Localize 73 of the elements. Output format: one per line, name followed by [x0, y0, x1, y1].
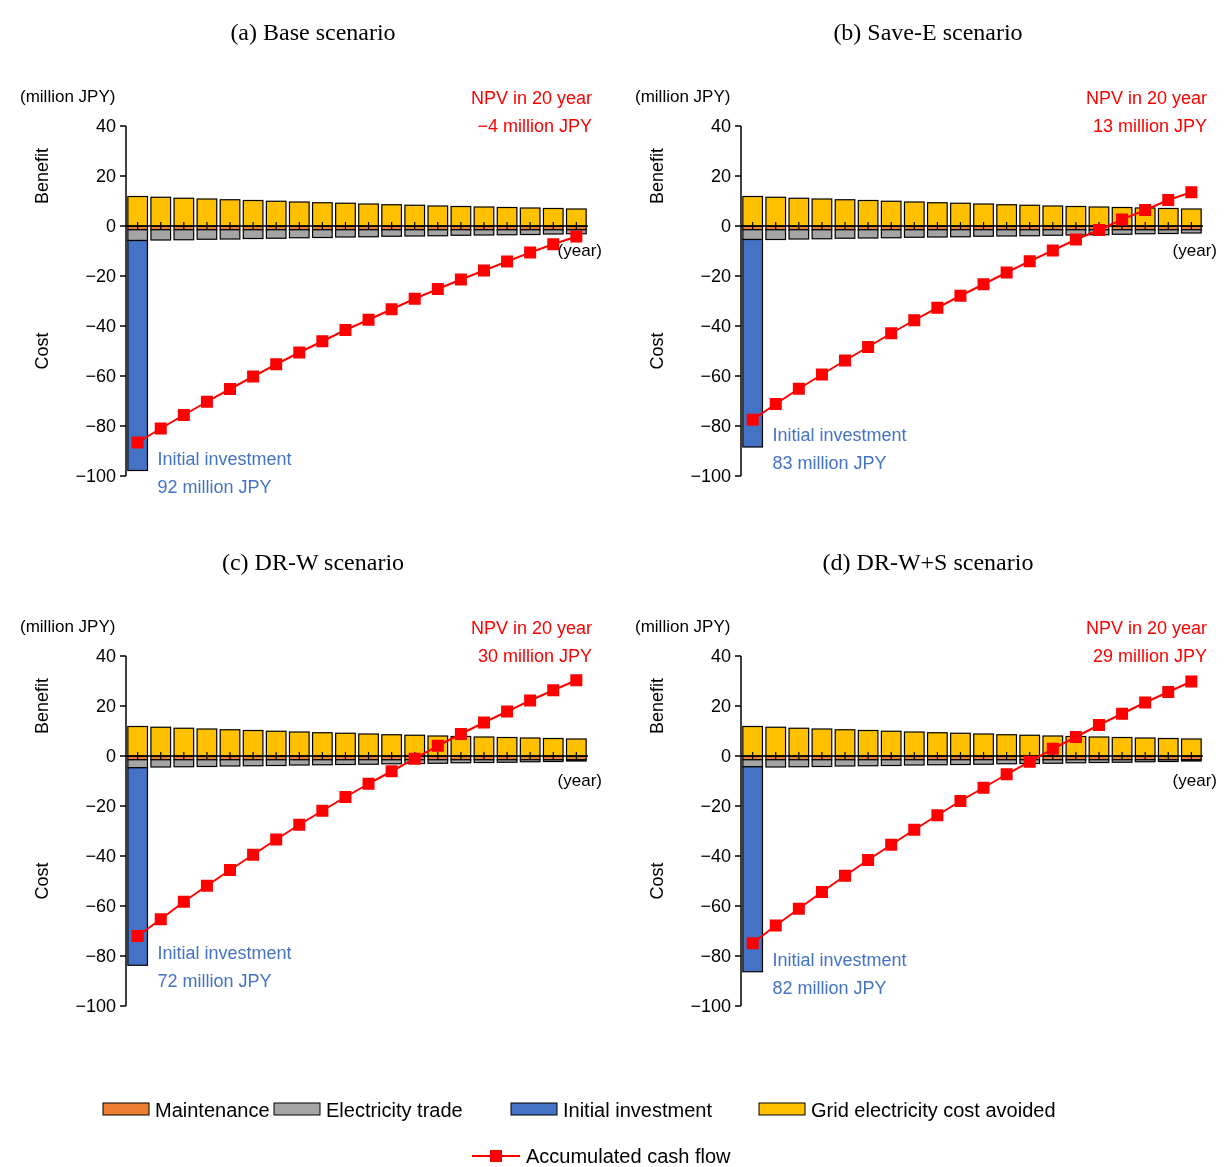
x-axis-title: (year)	[557, 241, 602, 260]
y-tick-label: −40	[700, 846, 731, 867]
y-tick-label: −20	[85, 266, 116, 287]
annotation: Initial investment	[157, 943, 292, 964]
y-tick-label: 20	[710, 166, 731, 187]
y-tick-label: −100	[690, 466, 731, 487]
legend-label: Accumulated cash flow	[526, 1145, 732, 1167]
text: Benefit	[32, 677, 52, 735]
x-axis-title: (year)	[1172, 241, 1217, 260]
chart-title: (c) DR-W scenario	[221, 549, 405, 575]
y-axis-title: (million JPY)	[20, 87, 116, 106]
chart-title: (d) DR-W+S scenario	[822, 549, 1034, 575]
annotation: Initial investment	[157, 448, 292, 469]
annotation: 13 million JPY	[1092, 116, 1207, 136]
y-tick-label: 40	[95, 646, 116, 667]
y-tick-label: −20	[700, 266, 731, 287]
y-tick-label: −20	[700, 796, 731, 817]
annotation: 29 million JPY	[1092, 646, 1207, 666]
y-tick-label: −80	[85, 416, 116, 437]
y-tick-label: 0	[720, 216, 731, 237]
y-axis-title: (million JPY)	[635, 617, 731, 636]
x-axis-title: (year)	[1172, 771, 1217, 790]
y-tick-label: −20	[85, 796, 116, 817]
text: NPV in 20 year	[470, 618, 592, 638]
annotation: 30 million JPY	[477, 646, 592, 666]
annotation: −4 million JPY	[477, 116, 592, 136]
text: 92 million JPY	[157, 476, 272, 497]
annotation: 82 million JPY	[772, 977, 887, 998]
text: Benefit	[647, 677, 667, 735]
legend-label: Electricity trade	[326, 1099, 463, 1121]
legend-label: Grid electricity cost avoided	[811, 1099, 1056, 1121]
y-tick-label: −80	[700, 946, 731, 967]
y-tick-label: −100	[690, 996, 731, 1017]
y-tick-label: 20	[95, 166, 116, 187]
chart-title: (b) Save-E scenario	[833, 19, 1023, 45]
y-tick-label: −80	[700, 416, 731, 437]
text: Benefit	[32, 147, 52, 205]
chart-title: (a) Base scenario	[230, 19, 396, 45]
text: Cost	[647, 332, 667, 370]
legend-label: Initial investment	[563, 1099, 713, 1121]
y-tick-label: 20	[95, 696, 116, 717]
y-axis-title: (million JPY)	[635, 87, 731, 106]
y-tick-label: 0	[720, 746, 731, 767]
y-tick-label: 40	[95, 116, 116, 137]
y-tick-label: 40	[710, 116, 731, 137]
text: Benefit	[647, 147, 667, 205]
y-tick-label: −100	[75, 996, 116, 1017]
y-tick-label: 0	[105, 216, 116, 237]
y-tick-label: −40	[85, 316, 116, 337]
y-tick-label: −80	[85, 946, 116, 967]
y-tick-label: −60	[85, 366, 116, 387]
x-axis-title: (year)	[557, 771, 602, 790]
text: Cost	[647, 862, 667, 900]
text: NPV in 20 year	[470, 88, 592, 108]
annotation: 83 million JPY	[772, 453, 887, 473]
legend-label: Maintenance	[155, 1099, 270, 1121]
y-tick-label: −60	[700, 896, 731, 917]
y-tick-label: 0	[105, 746, 116, 767]
annotation: Initial investment	[772, 949, 907, 970]
annotation: Initial investment	[772, 425, 907, 445]
y-axis-title: (million JPY)	[20, 617, 116, 636]
y-tick-label: −40	[700, 316, 731, 337]
y-tick-label: 20	[710, 696, 731, 717]
y-tick-label: −40	[85, 846, 116, 867]
text: Cost	[32, 332, 52, 370]
y-tick-label: −60	[700, 366, 731, 387]
annotation: 72 million JPY	[157, 971, 272, 992]
y-tick-label: −60	[85, 896, 116, 917]
y-tick-label: −100	[75, 466, 116, 487]
text: NPV in 20 year	[1085, 618, 1207, 638]
text: NPV in 20 year	[1085, 88, 1207, 108]
y-tick-label: 40	[710, 646, 731, 667]
text: Cost	[32, 862, 52, 900]
